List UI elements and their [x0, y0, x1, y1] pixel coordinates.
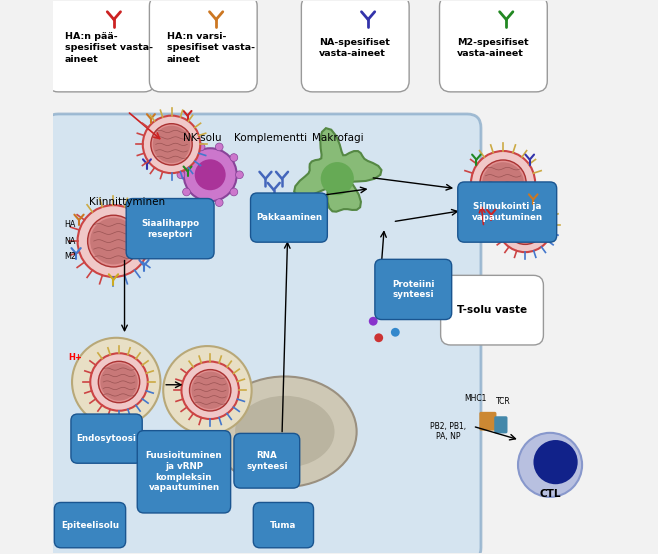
- FancyBboxPatch shape: [479, 412, 496, 430]
- Circle shape: [482, 162, 524, 204]
- Circle shape: [391, 328, 399, 337]
- Circle shape: [72, 338, 161, 426]
- Circle shape: [480, 160, 526, 206]
- Text: Proteiini
synteesi: Proteiini synteesi: [392, 280, 434, 299]
- Circle shape: [183, 153, 190, 161]
- Circle shape: [90, 353, 148, 411]
- Text: RNA
synteesi: RNA synteesi: [246, 451, 288, 470]
- Text: H+: H+: [68, 353, 82, 362]
- Circle shape: [215, 143, 223, 151]
- Text: HA:n pää-
spesifiset vasta-
aineet: HA:n pää- spesifiset vasta- aineet: [65, 32, 153, 64]
- FancyBboxPatch shape: [440, 0, 547, 92]
- Text: M2: M2: [64, 252, 76, 260]
- Circle shape: [215, 199, 223, 207]
- Circle shape: [518, 433, 582, 497]
- Circle shape: [230, 153, 238, 161]
- Circle shape: [184, 148, 237, 201]
- Text: Kiinnittyminen: Kiinnittyminen: [89, 197, 165, 207]
- FancyBboxPatch shape: [494, 416, 507, 433]
- Circle shape: [236, 171, 243, 178]
- Text: Pakkaaminen: Pakkaaminen: [256, 213, 322, 222]
- Text: T-solu vaste: T-solu vaste: [457, 305, 527, 315]
- Text: NK-solu: NK-solu: [182, 133, 221, 143]
- FancyBboxPatch shape: [149, 0, 257, 92]
- Ellipse shape: [213, 377, 357, 487]
- FancyBboxPatch shape: [375, 259, 451, 320]
- Circle shape: [471, 151, 535, 215]
- FancyBboxPatch shape: [251, 193, 327, 242]
- FancyBboxPatch shape: [458, 182, 557, 242]
- Text: Siaalihappo
reseptori: Siaalihappo reseptori: [141, 219, 199, 239]
- Circle shape: [534, 440, 578, 484]
- Circle shape: [100, 363, 138, 401]
- Circle shape: [507, 207, 543, 243]
- Text: Epiteelisolu: Epiteelisolu: [61, 521, 119, 530]
- FancyBboxPatch shape: [234, 433, 299, 488]
- Circle shape: [386, 306, 394, 315]
- Circle shape: [177, 171, 185, 178]
- Circle shape: [374, 334, 383, 342]
- FancyBboxPatch shape: [301, 0, 409, 92]
- Circle shape: [88, 215, 139, 267]
- Circle shape: [143, 116, 200, 173]
- Text: Endosytoosi: Endosytoosi: [76, 434, 137, 443]
- Text: Makrofagi: Makrofagi: [312, 133, 364, 143]
- FancyBboxPatch shape: [441, 275, 544, 345]
- FancyBboxPatch shape: [138, 430, 231, 513]
- Circle shape: [197, 143, 205, 151]
- Text: Fuusioituminen
ja vRNP
kompleksin
vapautuminen: Fuusioituminen ja vRNP kompleksin vapaut…: [145, 451, 222, 493]
- Text: NA-spesifiset
vasta-aineet: NA-spesifiset vasta-aineet: [319, 38, 390, 58]
- Circle shape: [320, 162, 354, 195]
- Circle shape: [195, 160, 226, 190]
- Circle shape: [191, 372, 229, 409]
- FancyBboxPatch shape: [47, 0, 155, 92]
- Text: PB2, PB1,
PA, NP: PB2, PB1, PA, NP: [430, 422, 466, 442]
- Circle shape: [163, 346, 251, 434]
- Circle shape: [90, 218, 137, 264]
- Circle shape: [190, 370, 231, 411]
- FancyBboxPatch shape: [71, 414, 142, 463]
- Circle shape: [230, 188, 238, 196]
- Circle shape: [183, 188, 190, 196]
- Circle shape: [153, 126, 190, 163]
- Text: HA: HA: [64, 220, 76, 229]
- Circle shape: [78, 205, 149, 277]
- Circle shape: [368, 317, 378, 326]
- Text: Silmukointi ja
vapautuminen: Silmukointi ja vapautuminen: [472, 202, 543, 222]
- Text: Komplementti: Komplementti: [234, 133, 307, 143]
- Ellipse shape: [235, 396, 334, 468]
- FancyBboxPatch shape: [55, 502, 126, 548]
- Text: Tuma: Tuma: [270, 521, 297, 530]
- Circle shape: [505, 204, 545, 244]
- Circle shape: [497, 197, 553, 252]
- Circle shape: [182, 362, 239, 419]
- FancyBboxPatch shape: [44, 114, 481, 554]
- Text: MHC1: MHC1: [465, 394, 487, 403]
- Text: HA:n varsi-
spesifiset vasta-
aineet: HA:n varsi- spesifiset vasta- aineet: [167, 32, 255, 64]
- Circle shape: [151, 124, 192, 165]
- FancyBboxPatch shape: [253, 502, 313, 548]
- FancyBboxPatch shape: [126, 198, 214, 259]
- Polygon shape: [294, 128, 382, 212]
- Text: NA: NA: [64, 237, 76, 245]
- Text: M2-spesifiset
vasta-aineet: M2-spesifiset vasta-aineet: [457, 38, 529, 58]
- Circle shape: [197, 199, 205, 207]
- Circle shape: [98, 361, 139, 403]
- Text: TCR: TCR: [495, 397, 511, 406]
- Text: CTL: CTL: [540, 489, 561, 499]
